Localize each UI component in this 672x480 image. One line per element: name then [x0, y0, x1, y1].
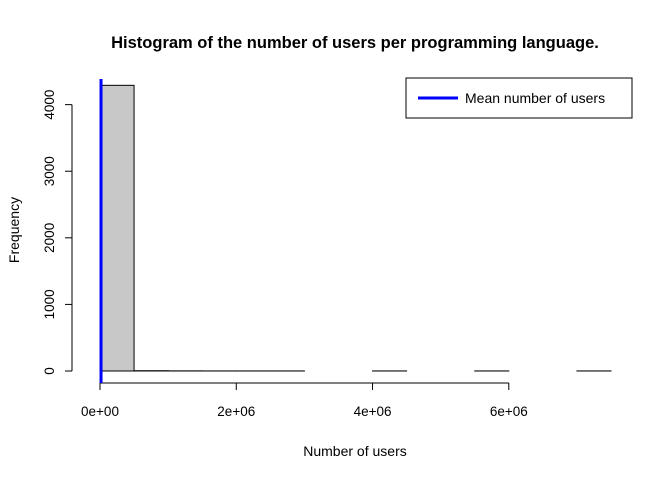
y-axis-title: Frequency — [6, 197, 22, 263]
y-tick-label-1: 1000 — [42, 289, 57, 319]
y-tick-label-4: 4000 — [42, 90, 57, 120]
x-axis: 0e+00 2e+06 4e+06 6e+06 — [81, 382, 528, 419]
legend: Mean number of users — [405, 77, 633, 119]
y-tick-label-0: 0 — [42, 367, 57, 375]
y-tick-label-2: 2000 — [42, 223, 57, 253]
histogram-bars — [99, 84, 612, 372]
x-axis-title: Number of users — [303, 443, 406, 459]
x-tick-label-1: 2e+06 — [217, 404, 255, 419]
y-tick-label-3: 3000 — [42, 156, 57, 186]
x-tick-label-2: 4e+06 — [354, 404, 392, 419]
histogram-bar-0 — [99, 84, 135, 372]
legend-label: Mean number of users — [465, 90, 605, 106]
y-axis: 0 1000 2000 3000 4000 — [42, 90, 73, 375]
x-tick-label-0: 0e+00 — [81, 404, 119, 419]
chart-title: Histogram of the number of users per pro… — [111, 34, 599, 52]
x-tick-label-3: 6e+06 — [490, 404, 528, 419]
